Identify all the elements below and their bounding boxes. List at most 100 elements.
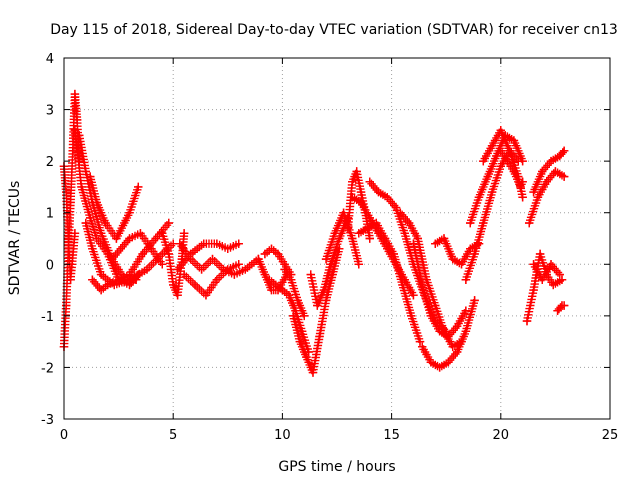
data-point: [271, 280, 281, 290]
data-point: [278, 285, 287, 295]
series-trace-p: [260, 244, 296, 279]
data-point: [289, 311, 298, 321]
data-point: [538, 275, 547, 284]
data-point: [435, 363, 444, 372]
data-point: [186, 254, 195, 264]
data-series: [59, 89, 569, 377]
x-tick-label: 20: [493, 428, 510, 443]
series-trace-u: [348, 193, 418, 300]
data-point: [164, 249, 174, 259]
series-trace-markers: [354, 218, 425, 346]
data-point: [503, 156, 512, 166]
data-point: [496, 126, 505, 135]
data-point: [518, 193, 527, 202]
data-point: [487, 187, 497, 197]
data-point: [230, 270, 239, 279]
data-point: [273, 249, 283, 259]
data-point: [92, 198, 101, 207]
series-trace-markers: [348, 193, 418, 300]
data-point: [136, 229, 145, 238]
series-trace-i: [158, 229, 189, 300]
data-point: [492, 151, 501, 161]
data-point: [88, 275, 97, 284]
data-point: [267, 285, 276, 295]
data-point: [466, 218, 475, 228]
data-point: [66, 275, 75, 284]
x-tick-label: 15: [383, 428, 400, 443]
data-point: [383, 193, 392, 202]
data-point: [555, 151, 564, 161]
data-point: [107, 254, 117, 264]
y-tick-label: -1: [41, 310, 54, 325]
data-point: [533, 193, 543, 202]
plot-frame: [63, 57, 611, 420]
data-point: [328, 270, 337, 279]
data-point: [308, 368, 318, 377]
data-point: [321, 254, 331, 264]
data-point: [70, 229, 80, 238]
data-point: [522, 316, 532, 326]
data-point: [435, 327, 444, 336]
data-point: [103, 280, 112, 290]
data-point: [505, 146, 514, 156]
data-point: [524, 218, 534, 228]
data-point: [260, 249, 270, 259]
data-point: [363, 223, 372, 233]
series-trace-k: [175, 239, 263, 279]
data-point: [254, 254, 263, 264]
series-trace-z: [409, 239, 471, 341]
data-point: [72, 115, 82, 125]
data-point: [96, 270, 106, 279]
data-point: [267, 244, 276, 254]
data-point: [352, 167, 361, 176]
x-axis-label: GPS time / hours: [278, 459, 395, 475]
data-point: [470, 249, 479, 259]
data-point: [479, 156, 488, 166]
data-point: [546, 156, 556, 166]
data-point: [474, 193, 484, 202]
x-tick-label: 10: [274, 428, 291, 443]
data-point: [431, 239, 440, 248]
series-trace-markers: [522, 249, 567, 326]
y-tick-label: 1: [46, 207, 54, 222]
data-point: [319, 285, 329, 295]
data-point: [426, 358, 436, 367]
data-point: [302, 352, 311, 362]
data-point: [70, 126, 80, 135]
data-point: [461, 327, 471, 336]
y-tick-label: -2: [41, 361, 54, 376]
data-point: [516, 182, 525, 192]
data-point: [173, 265, 182, 274]
data-point: [75, 131, 84, 140]
series-trace-g: [88, 218, 174, 295]
data-point: [509, 167, 519, 176]
data-point: [295, 337, 305, 346]
data-point: [293, 296, 302, 305]
data-point: [284, 291, 294, 300]
data-point: [479, 218, 488, 228]
data-point: [280, 260, 289, 269]
data-point: [409, 239, 418, 248]
data-point: [348, 234, 357, 243]
chart-title: Day 115 of 2018, Sidereal Day-to-day VTE…: [50, 22, 618, 38]
data-point: [114, 275, 123, 284]
data-point: [444, 332, 453, 341]
data-point: [356, 198, 366, 207]
data-point: [422, 275, 431, 284]
series-trace-aj: [553, 301, 569, 315]
data-point: [407, 311, 416, 321]
data-point: [125, 208, 134, 217]
data-point: [529, 285, 538, 295]
data-point: [470, 296, 479, 305]
data-point: [125, 234, 134, 243]
data-point: [444, 358, 453, 367]
data-point: [158, 229, 167, 238]
data-point: [112, 234, 121, 243]
y-tick-label: 3: [46, 104, 54, 119]
data-point: [330, 229, 340, 238]
y-tick-label: 0: [46, 258, 54, 273]
data-point: [208, 254, 217, 264]
y-axis-label: SDTVAR / TECUs: [7, 181, 23, 296]
data-point: [68, 146, 77, 156]
data-point: [179, 270, 189, 279]
